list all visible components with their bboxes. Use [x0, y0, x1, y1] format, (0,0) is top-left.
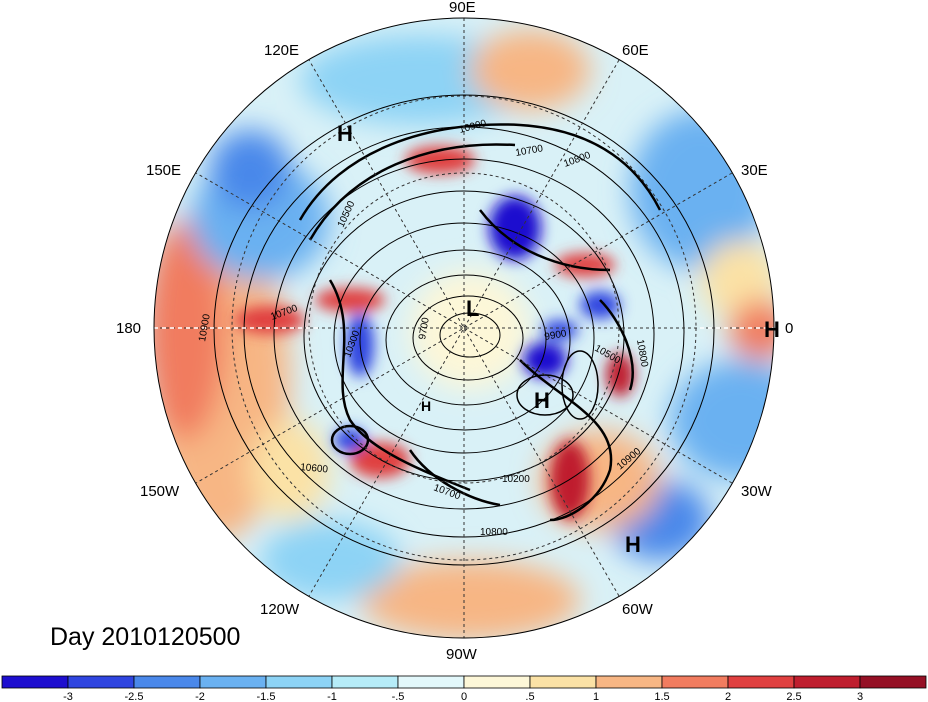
colorbar-tick-label: 1.5 [654, 691, 669, 702]
colorbar-swatch [133, 675, 201, 689]
lon-label-0: 0 [785, 320, 793, 337]
lon-label-60e: 60E [622, 42, 649, 59]
high-marker: H [421, 398, 431, 414]
contour-label: 10700 [515, 143, 545, 159]
colorbar-swatch [331, 675, 399, 689]
colorbar-swatch [463, 675, 531, 689]
high-marker: H [337, 121, 353, 146]
map-boundary [153, 17, 775, 639]
colorbar-tick-label: 2 [725, 691, 731, 702]
contour-label: 10900 [197, 313, 213, 343]
high-marker: H [764, 317, 780, 342]
day-label: Day 2010120500 [50, 623, 240, 651]
colorbar-tick-label: 2.5 [786, 691, 801, 702]
low-marker: L [466, 296, 479, 321]
contour-label: 10800 [634, 339, 650, 369]
contour-label: 10600 [300, 462, 329, 475]
lon-label-120w: 120W [260, 601, 300, 618]
colorbar-swatch [67, 675, 135, 689]
lon-label-30e: 30E [741, 162, 768, 179]
high-marker: H [625, 532, 641, 557]
lon-label-90e: 90E [449, 0, 476, 16]
contour-label: 10200 [502, 474, 530, 485]
colorbar-swatch [661, 675, 729, 689]
lon-label-30w: 30W [741, 483, 773, 500]
colorbar-tick-label: -2.5 [125, 691, 144, 702]
high-marker: H [534, 388, 550, 413]
colorbar-tick-label: -3 [63, 691, 73, 702]
colorbar-tick-label: .5 [525, 691, 534, 702]
contour-label: 10800 [480, 527, 508, 538]
lon-label-90w: 90W [446, 646, 478, 663]
colorbar-swatch [793, 675, 861, 689]
colorbar-swatch [397, 675, 465, 689]
colorbar-tick-label: -1.5 [257, 691, 276, 702]
lon-label-60w: 60W [622, 601, 654, 618]
lon-label-180: 180 [116, 320, 141, 337]
colorbar-tick-label: -1 [327, 691, 337, 702]
colorbar-swatch [859, 675, 927, 689]
colorbar-swatch [529, 675, 597, 689]
colorbar-tick-label: -2 [195, 691, 205, 702]
colorbar-tick-label: 3 [857, 691, 863, 702]
colorbar-swatch [199, 675, 267, 689]
colorbar-swatch [727, 675, 795, 689]
colorbar-swatch [1, 675, 69, 689]
contour-label: 9700 [417, 316, 432, 340]
colorbar-swatch [265, 675, 333, 689]
lon-label-120e: 120E [264, 42, 299, 59]
lon-label-150w: 150W [140, 483, 180, 500]
contour-label: 9900 [544, 328, 568, 343]
colorbar-swatch [595, 675, 663, 689]
colorbar: -3 -2.5 -2 -1.5 -1 -.5 0 .5 1 1.5 2 2.5 3 [1, 675, 927, 702]
colorbar-tick-label: 0 [461, 691, 467, 702]
colorbar-tick-label: 1 [593, 691, 599, 702]
lon-label-150e: 150E [146, 162, 181, 179]
colorbar-tick-label: -.5 [392, 691, 405, 702]
